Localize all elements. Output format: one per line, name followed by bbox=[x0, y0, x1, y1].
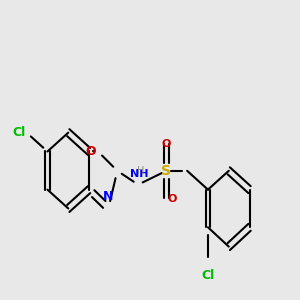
Text: H: H bbox=[137, 166, 144, 176]
Text: N: N bbox=[103, 190, 114, 203]
Text: Cl: Cl bbox=[201, 269, 214, 282]
Text: O: O bbox=[162, 139, 171, 148]
Text: S: S bbox=[161, 164, 171, 178]
Text: NH: NH bbox=[130, 169, 149, 179]
Text: Cl: Cl bbox=[12, 126, 25, 139]
Text: O: O bbox=[86, 145, 97, 158]
Text: O: O bbox=[168, 194, 177, 204]
